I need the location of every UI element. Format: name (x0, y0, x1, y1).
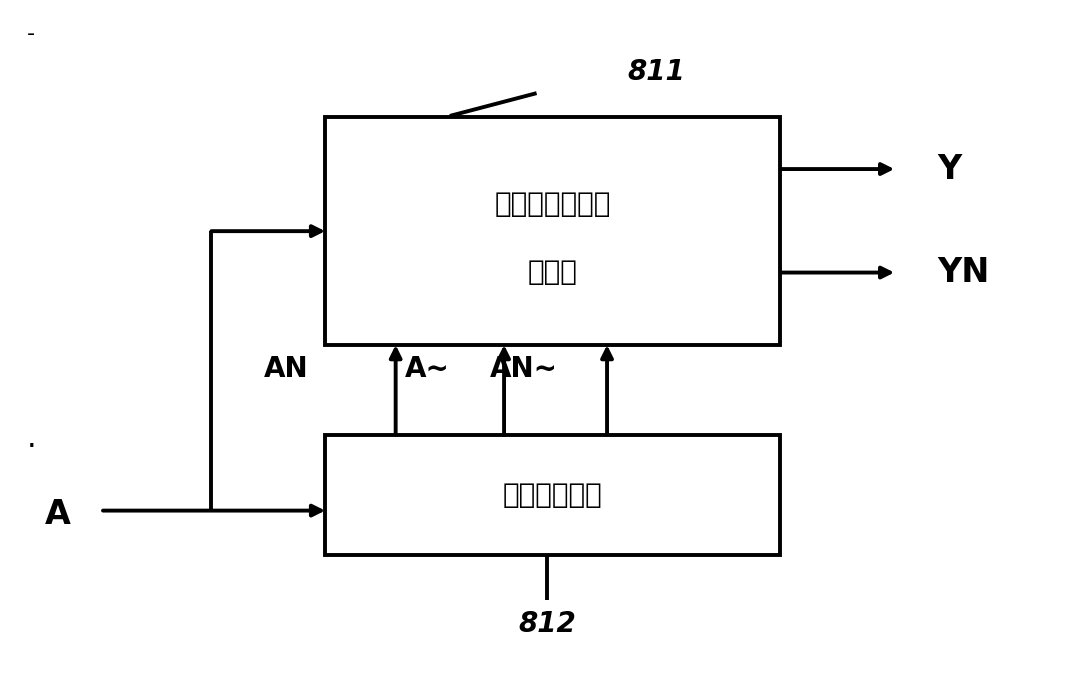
Text: Y: Y (938, 152, 962, 186)
Text: .: . (27, 424, 37, 453)
Text: A: A (44, 497, 70, 531)
Text: AN: AN (264, 355, 309, 383)
Text: 812: 812 (518, 611, 577, 638)
Text: 811: 811 (627, 59, 685, 86)
Text: A~: A~ (405, 355, 450, 383)
Text: 信号延迟电路: 信号延迟电路 (503, 481, 603, 509)
Text: 单粒子瞬态抑制: 单粒子瞬态抑制 (494, 190, 611, 218)
Text: YN: YN (938, 256, 990, 289)
Text: 缓冲器: 缓冲器 (528, 258, 578, 286)
Text: -: - (27, 24, 35, 44)
Text: AN~: AN~ (490, 355, 558, 383)
Bar (325, 435, 780, 555)
Bar (325, 117, 780, 345)
